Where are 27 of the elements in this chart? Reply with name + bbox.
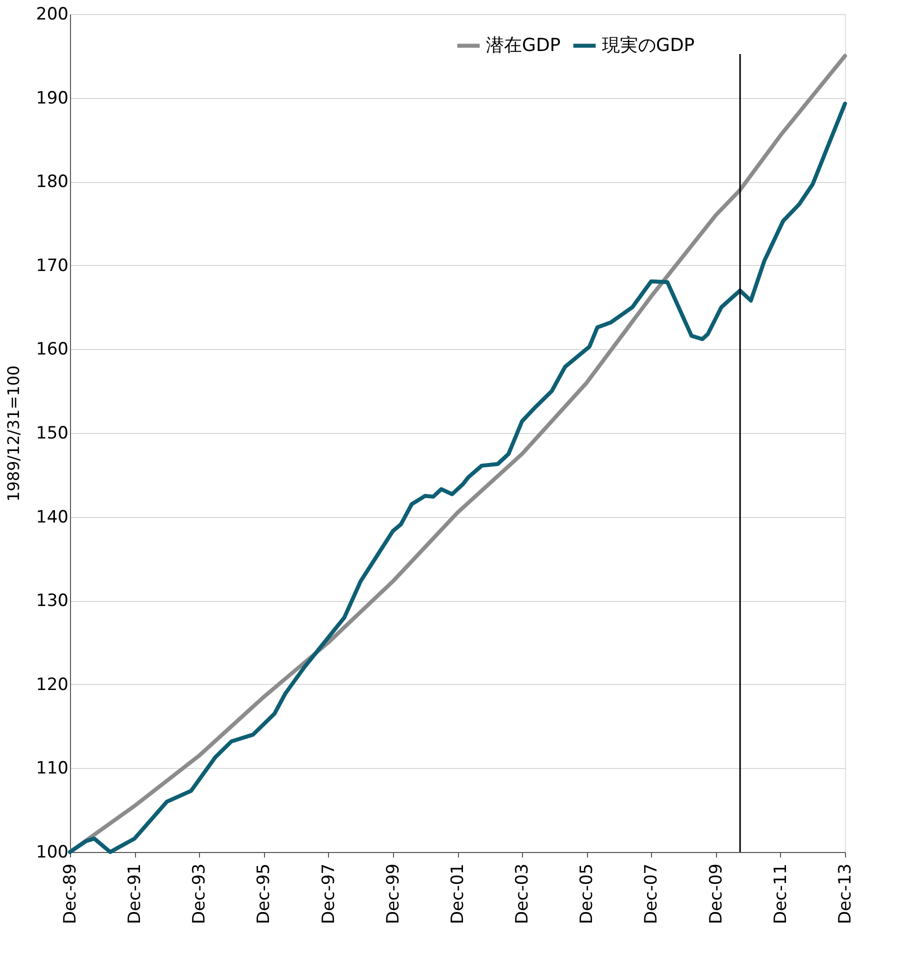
y-tick-label: 140 <box>36 507 68 528</box>
y-tick-label: 190 <box>36 88 68 108</box>
y-tick-label: 150 <box>36 424 68 444</box>
y-tick-label: 170 <box>36 256 68 276</box>
y-tick-label: 160 <box>36 340 68 360</box>
y-tick-label: 110 <box>36 758 68 779</box>
y-tick-label: 180 <box>36 172 68 192</box>
y-tick-label: 100 <box>36 842 68 862</box>
x-tick-label: Dec-99 <box>383 864 404 924</box>
x-tick-label: Dec-01 <box>448 864 468 924</box>
x-tick-label: Dec-11 <box>770 864 791 924</box>
x-tick-label: Dec-13 <box>836 864 856 924</box>
x-tick-label: Dec-05 <box>577 864 598 924</box>
x-tick-label: Dec-93 <box>190 864 210 924</box>
x-tick-label: Dec-91 <box>125 864 146 924</box>
y-axis-title: 1989/12/31=100 <box>4 365 24 502</box>
legend-label: 現実のGDP <box>602 34 695 56</box>
y-tick-label: 130 <box>36 591 68 612</box>
x-tick-label: Dec-97 <box>318 864 339 924</box>
legend-label: 潜在GDP <box>486 34 561 56</box>
x-tick-label: Dec-95 <box>254 864 274 924</box>
x-tick-label: Dec-09 <box>706 864 726 924</box>
x-tick-label: Dec-03 <box>512 864 533 924</box>
x-tick-label: Dec-07 <box>642 864 662 924</box>
y-tick-label: 200 <box>36 4 68 24</box>
y-tick-label: 120 <box>36 674 68 695</box>
x-tick-label: Dec-89 <box>60 864 80 924</box>
